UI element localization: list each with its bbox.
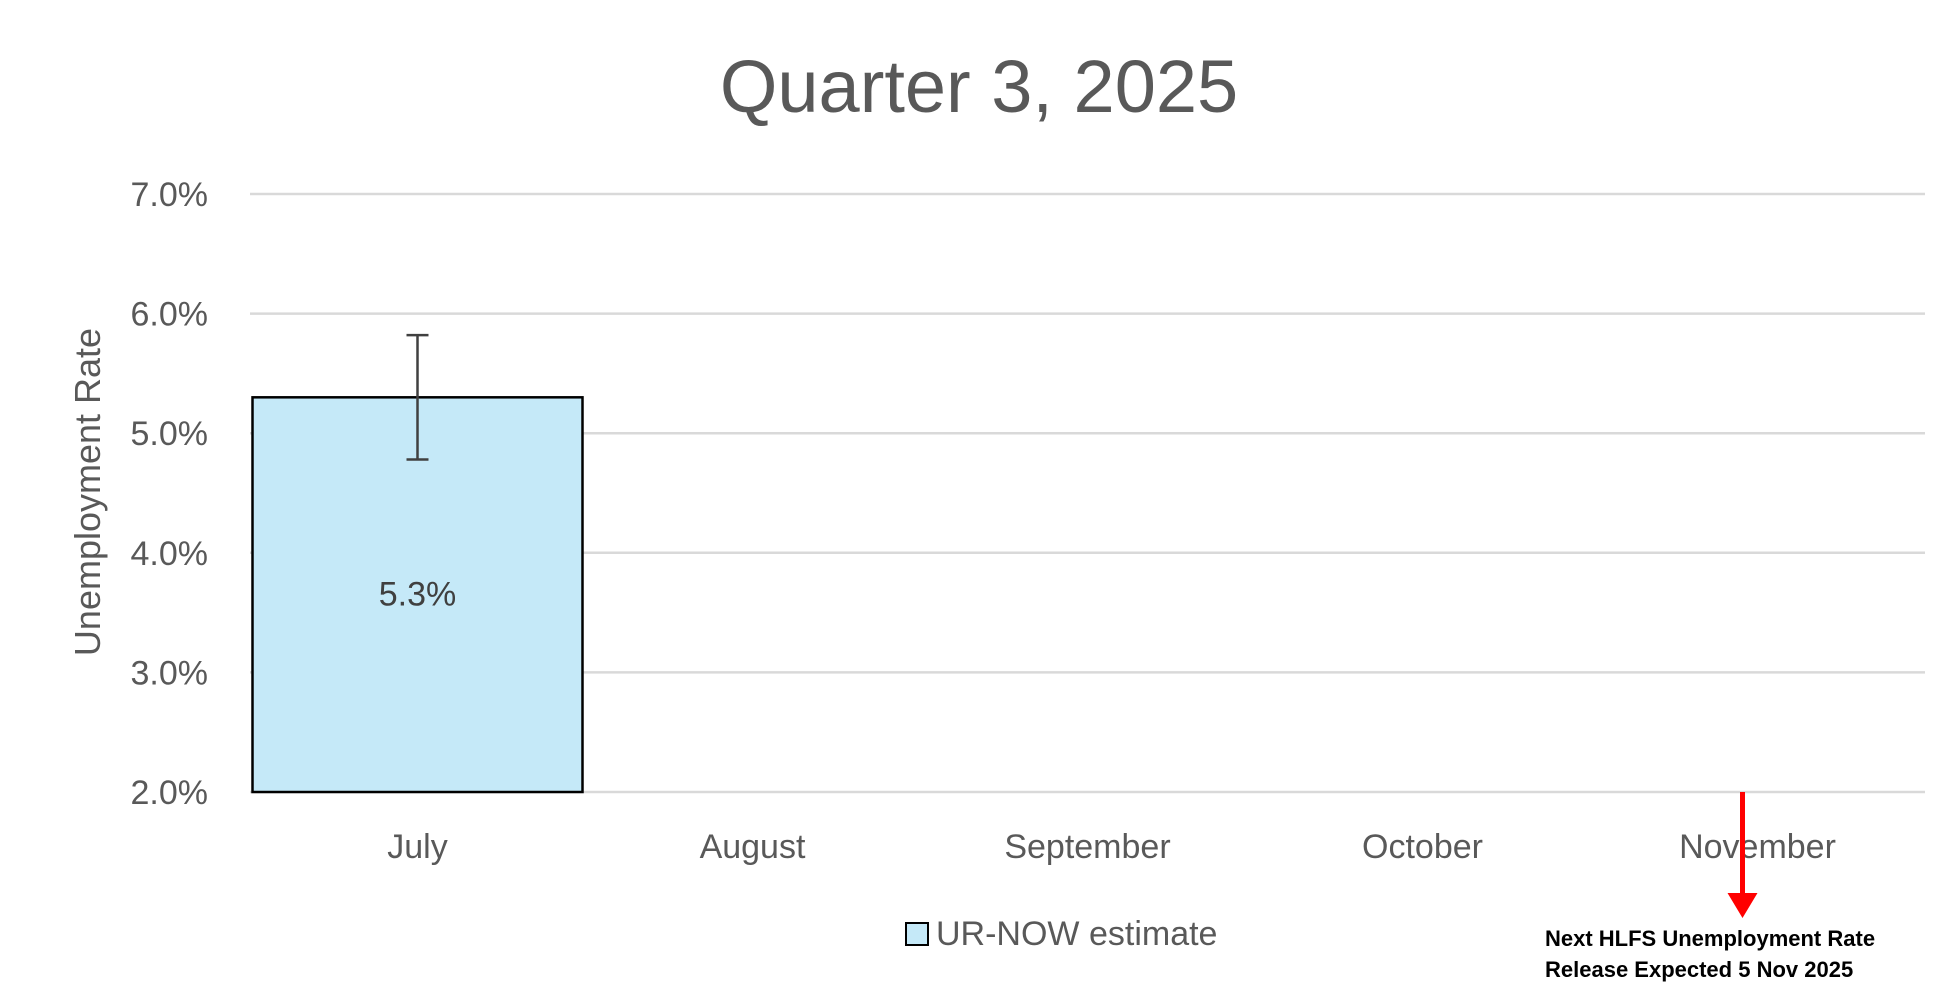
chart-title: Quarter 3, 2025	[720, 45, 1238, 128]
legend-swatch	[905, 922, 929, 946]
y-tick-label: 3.0%	[131, 654, 209, 692]
x-category-label: November	[1679, 828, 1836, 866]
annotation-arrow-head	[1727, 893, 1758, 918]
x-category-label: September	[1004, 828, 1170, 866]
legend-label: UR-NOW estimate	[936, 915, 1217, 953]
bar	[251, 396, 584, 794]
y-axis-label: Unemployment Rate	[67, 328, 108, 656]
x-category-label: October	[1362, 828, 1483, 866]
y-tick-labels: 2.0% 3.0% 4.0% 5.0% 6.0% 7.0%	[131, 176, 209, 812]
y-tick-label: 5.0%	[131, 415, 209, 453]
y-tick-label: 2.0%	[131, 774, 209, 812]
release-annotation: Next HLFS Unemployment Rate Release Expe…	[1545, 792, 1875, 982]
x-category-label: July	[387, 828, 447, 866]
y-tick-label: 4.0%	[131, 535, 209, 573]
annotation-line-1: Next HLFS Unemployment Rate	[1545, 926, 1875, 951]
y-tick-label: 6.0%	[131, 296, 209, 334]
bars: 5.3%	[251, 333, 584, 794]
x-category-label: August	[700, 828, 806, 866]
data-label: 5.3%	[379, 576, 457, 614]
x-category-labels: July August September October November	[387, 828, 1836, 866]
annotation-line-2: Release Expected 5 Nov 2025	[1545, 957, 1853, 982]
y-tick-label: 7.0%	[131, 176, 209, 214]
legend: UR-NOW estimate	[905, 915, 1217, 953]
